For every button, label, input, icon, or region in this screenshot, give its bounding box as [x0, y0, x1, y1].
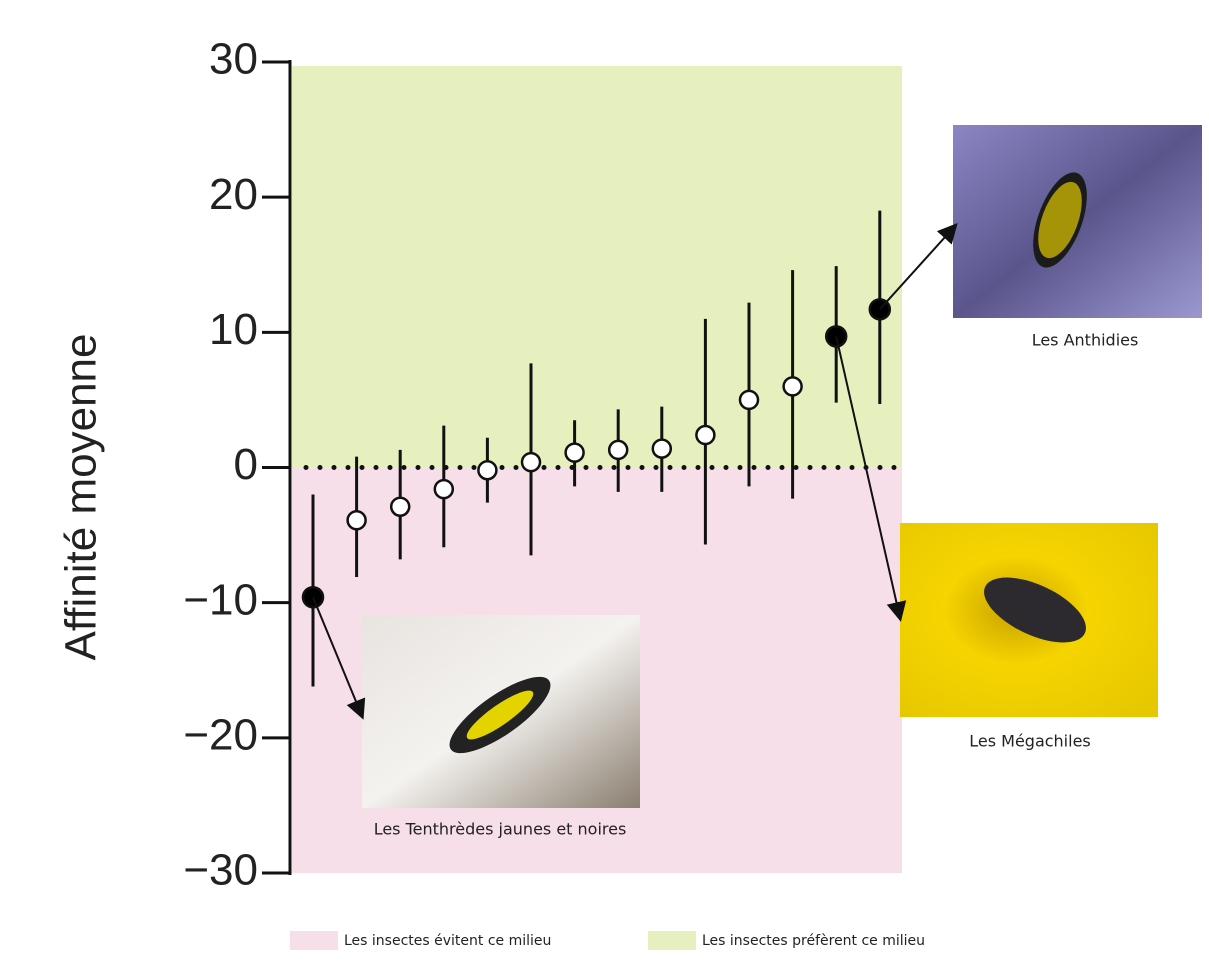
y-tick-label: 30	[209, 35, 258, 84]
arrow	[312, 596, 366, 720]
y-tick-label: 20	[209, 170, 258, 219]
y-tick-label: 10	[209, 305, 258, 354]
point	[477, 459, 498, 481]
legend-swatch	[648, 931, 696, 950]
photo-anthidie	[953, 125, 1202, 318]
band	[292, 66, 902, 468]
point	[564, 442, 585, 463]
caption: Les Anthidies	[1032, 331, 1139, 350]
arrow	[879, 223, 958, 311]
point	[346, 509, 367, 531]
photo-megachile	[900, 523, 1158, 717]
point	[695, 424, 716, 446]
point	[738, 389, 760, 411]
legend-swatch	[290, 931, 338, 950]
caption: Les Mégachiles	[969, 732, 1091, 751]
y-tick-label: −20	[183, 710, 258, 759]
point	[782, 376, 803, 397]
point	[520, 451, 542, 473]
y-tick-label: −30	[183, 846, 258, 895]
y-tick-label: 0	[234, 440, 258, 489]
point	[607, 439, 629, 461]
y-tick-label: −10	[183, 575, 258, 624]
point	[433, 478, 455, 500]
photo-tenthrede	[362, 615, 640, 808]
arrow	[835, 336, 907, 622]
legend-label: Les insectes préfèrent ce milieu	[702, 933, 925, 949]
y-axis-label: Affinité moyenne	[57, 334, 106, 661]
legend-label: Les insectes évitent ce milieu	[344, 933, 551, 949]
caption: Les Tenthrèdes jaunes et noires	[374, 820, 627, 839]
point	[389, 496, 411, 517]
point	[651, 438, 673, 459]
